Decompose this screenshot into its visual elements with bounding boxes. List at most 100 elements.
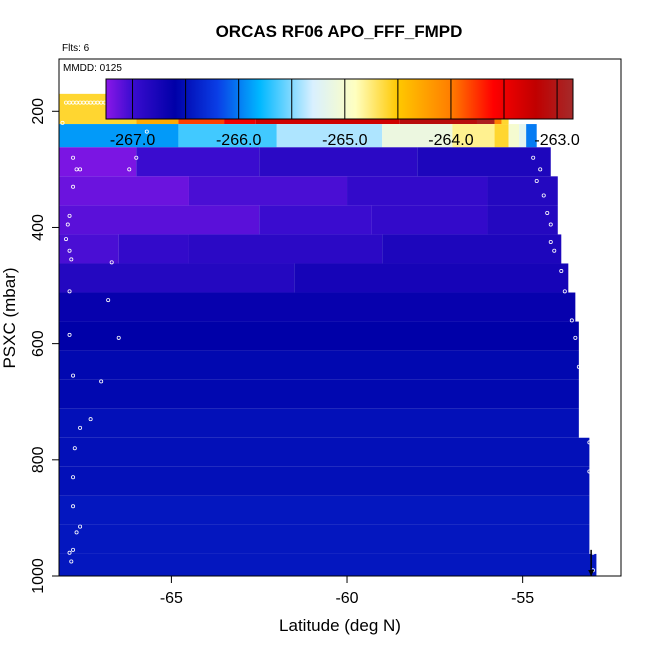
heatmap-cell xyxy=(508,124,520,148)
track-point xyxy=(541,193,546,198)
y-axis: 200 400 600 800 1000 xyxy=(30,98,59,594)
colorbar-tick-label: -265.0 xyxy=(322,132,367,149)
heatmap-cell xyxy=(259,147,418,177)
heatmap-cell xyxy=(59,379,579,409)
track-point xyxy=(71,155,76,160)
track-point xyxy=(545,210,550,215)
track-point xyxy=(587,440,592,445)
heatmap-cell xyxy=(59,495,590,525)
track-point xyxy=(548,239,553,244)
track-point xyxy=(552,248,557,253)
track-point xyxy=(134,155,139,160)
heatmap-cell xyxy=(188,176,348,206)
inset-label: MMDD: 0125 xyxy=(63,63,122,74)
heatmap-cell xyxy=(519,124,527,148)
track-point xyxy=(64,237,69,242)
heatmap-cell xyxy=(59,466,590,496)
heatmap-cell xyxy=(59,176,189,206)
heatmap-cell xyxy=(382,234,562,264)
track-point xyxy=(587,469,592,474)
heatmap-cell xyxy=(59,292,576,322)
track-point xyxy=(67,550,72,555)
heatmap-cell xyxy=(136,147,260,177)
x-tick-label: -65 xyxy=(160,590,183,607)
heatmap-cell xyxy=(276,124,383,148)
track-point xyxy=(144,129,149,134)
heatmap-cell xyxy=(371,205,488,235)
heatmap-cell xyxy=(59,321,579,351)
end-marker-arrowhead xyxy=(588,570,595,576)
track-point xyxy=(538,167,543,172)
heatmap-bands xyxy=(59,93,597,576)
track-point xyxy=(67,213,72,218)
track-point xyxy=(78,167,83,172)
end-marker xyxy=(588,549,595,576)
heatmap-cell xyxy=(59,437,590,467)
track-point xyxy=(65,222,70,227)
heatmap-cell xyxy=(382,124,453,148)
heatmap-cell xyxy=(188,234,383,264)
track-point xyxy=(67,332,72,337)
track-point xyxy=(71,475,76,480)
colorbar xyxy=(105,78,574,120)
track-point xyxy=(71,373,76,378)
track-point xyxy=(72,446,77,451)
plot-frame xyxy=(58,58,622,577)
heatmap-cell xyxy=(59,263,295,293)
heatmap-cell xyxy=(487,205,558,235)
track-point xyxy=(562,289,567,294)
heatmap-cell xyxy=(417,147,551,177)
track-point xyxy=(99,379,104,384)
track-point xyxy=(78,425,83,430)
heatmap-cell xyxy=(526,124,537,148)
track-point xyxy=(71,184,76,189)
y-tick-label: 600 xyxy=(30,330,47,357)
heatmap-cell xyxy=(487,176,558,206)
heatmap-cell xyxy=(452,124,495,148)
heatmap-cell xyxy=(118,234,189,264)
colorbar-separators xyxy=(132,79,558,119)
colorbar-tick-label: -263.0 xyxy=(534,132,579,149)
track-point xyxy=(71,547,76,552)
track-point xyxy=(78,524,83,529)
track-point xyxy=(569,318,574,323)
heatmap-cell xyxy=(59,408,579,438)
track-point xyxy=(60,120,65,125)
track-point xyxy=(576,364,581,369)
heatmap-cell xyxy=(59,553,597,576)
y-axis-label: PSXC (mbar) xyxy=(0,267,19,368)
track-point xyxy=(67,248,72,253)
colorbar-tick-label: -264.0 xyxy=(428,132,473,149)
heatmap-cell xyxy=(59,205,260,235)
track-point xyxy=(116,335,121,340)
colorbar-tick-label: -267.0 xyxy=(110,132,155,149)
y-tick-label: 200 xyxy=(30,98,47,125)
colorbar-tick-label: -266.0 xyxy=(216,132,261,149)
x-tick-label: -60 xyxy=(335,590,358,607)
heatmap-cell xyxy=(59,350,579,380)
chart-title: ORCAS RF06 APO_FFF_FMPD xyxy=(216,22,463,41)
x-tick-label: -55 xyxy=(511,590,534,607)
y-tick-label: 1000 xyxy=(30,558,47,594)
y-tick-label: 800 xyxy=(30,446,47,473)
heatmap-cell xyxy=(59,147,137,177)
track-point xyxy=(74,530,79,535)
chart-subtitle: Flts: 6 xyxy=(62,43,90,54)
track-point xyxy=(559,269,564,274)
heatmap-cell xyxy=(494,124,509,148)
track-point xyxy=(534,178,539,183)
track-point xyxy=(580,388,585,393)
heatmap-cell xyxy=(259,205,372,235)
track-point xyxy=(531,155,536,160)
track-point xyxy=(106,298,111,303)
track-point xyxy=(109,260,114,265)
track-point xyxy=(548,222,553,227)
heatmap-cell xyxy=(59,524,590,554)
colorbar-ticks: -267.0 -266.0 -265.0 -264.0 -263.0 xyxy=(110,132,580,149)
track-point xyxy=(69,559,74,564)
track-point xyxy=(71,504,76,509)
track-point xyxy=(88,417,93,422)
track-point xyxy=(583,422,588,427)
x-axis: -65 -60 -55 xyxy=(160,576,534,607)
